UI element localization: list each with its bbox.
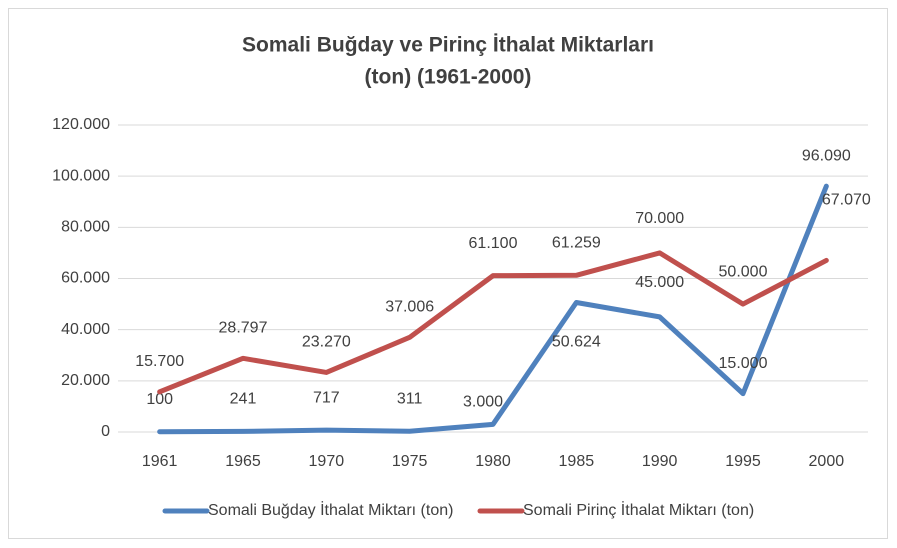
x-tick-label: 1990 bbox=[642, 453, 678, 470]
legend-label: Somali Buğday İthalat Miktarı (ton) bbox=[208, 500, 453, 519]
x-tick-label: 1965 bbox=[225, 453, 261, 470]
data-label: 241 bbox=[230, 391, 257, 408]
y-tick-label: 40.000 bbox=[61, 321, 110, 338]
x-tick-label: 1985 bbox=[559, 453, 595, 470]
x-tick-label: 1980 bbox=[475, 453, 511, 470]
y-tick-label: 120.000 bbox=[52, 116, 110, 133]
y-tick-label: 80.000 bbox=[61, 219, 110, 236]
data-label: 96.090 bbox=[802, 147, 851, 164]
data-label: 311 bbox=[397, 390, 423, 407]
data-label: 50.624 bbox=[552, 334, 601, 351]
data-label: 100 bbox=[146, 391, 173, 408]
x-tick-label: 2000 bbox=[809, 453, 845, 470]
y-tick-label: 100.000 bbox=[52, 167, 110, 184]
chart-title: (ton) (1961-2000) bbox=[365, 66, 532, 89]
x-tick-label: 1975 bbox=[392, 453, 428, 470]
data-label: 717 bbox=[313, 389, 340, 406]
series-line bbox=[157, 183, 829, 435]
data-label: 15.000 bbox=[719, 355, 768, 372]
y-tick-label: 0 bbox=[101, 423, 110, 440]
data-label: 67.070 bbox=[822, 192, 871, 209]
chart-title: Somali Buğday ve Pirinç İthalat Miktarla… bbox=[242, 34, 654, 57]
data-label: 61.259 bbox=[552, 234, 601, 251]
data-label: 45.000 bbox=[635, 274, 684, 291]
data-label: 50.000 bbox=[719, 263, 768, 280]
legend-label: Somali Pirinç İthalat Miktarı (ton) bbox=[523, 500, 754, 519]
x-tick-label: 1961 bbox=[142, 453, 178, 470]
x-tick-label: 1995 bbox=[725, 453, 761, 470]
data-label: 28.797 bbox=[219, 320, 268, 337]
data-label: 70.000 bbox=[635, 210, 684, 227]
y-tick-label: 20.000 bbox=[61, 372, 110, 389]
data-label: 15.700 bbox=[135, 353, 184, 370]
x-tick-label: 1970 bbox=[309, 453, 345, 470]
data-label: 3.000 bbox=[463, 394, 503, 411]
series-line bbox=[157, 250, 829, 395]
y-tick-label: 60.000 bbox=[61, 270, 110, 287]
chart-border bbox=[8, 8, 888, 539]
data-label: 37.006 bbox=[385, 299, 434, 316]
data-label: 23.270 bbox=[302, 334, 351, 351]
data-label: 61.100 bbox=[469, 235, 518, 252]
